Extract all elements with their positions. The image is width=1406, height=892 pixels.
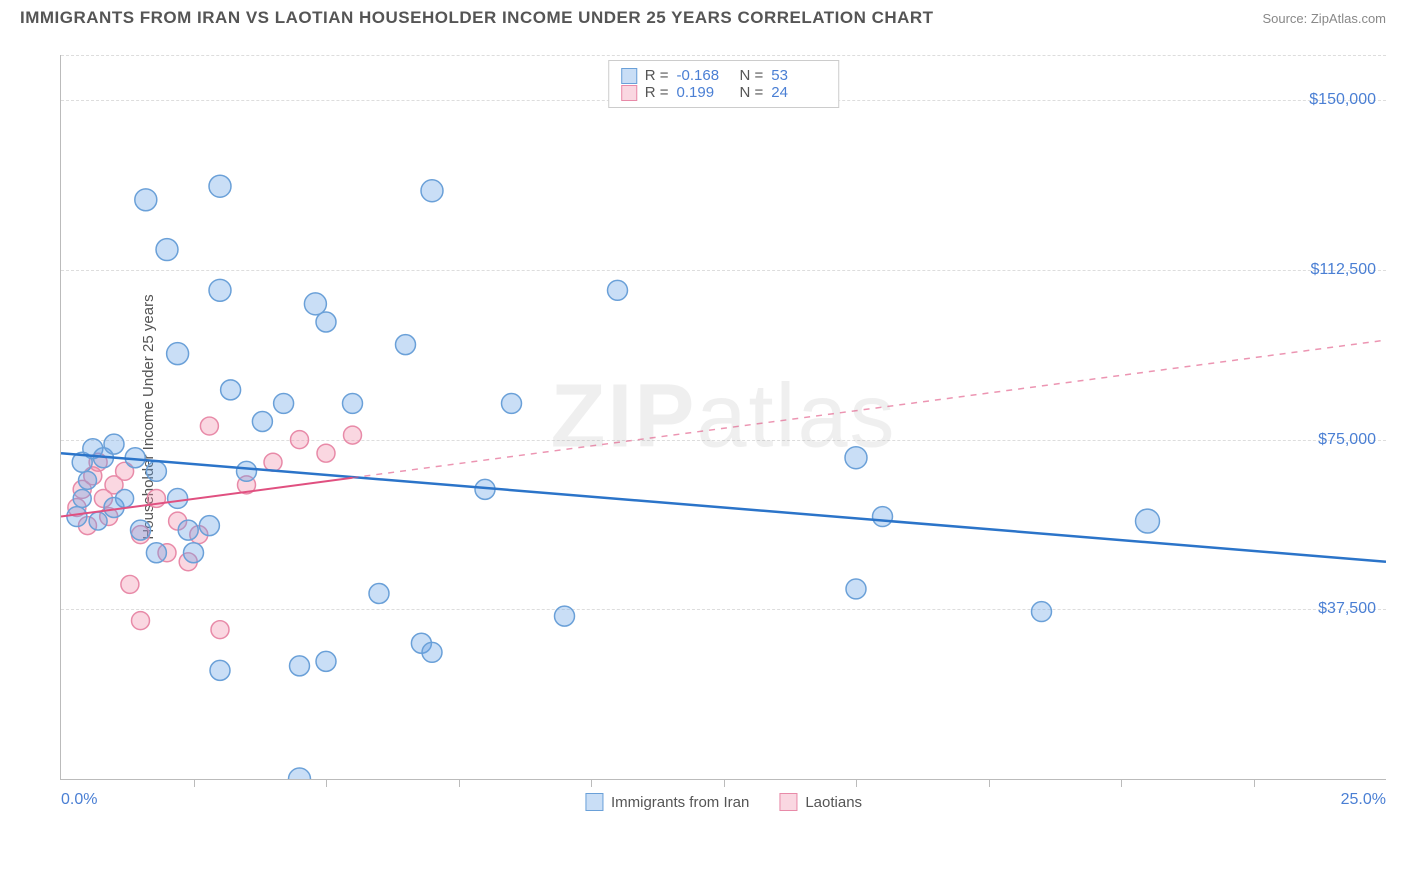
data-point [873, 507, 893, 527]
data-point [156, 239, 178, 261]
x-tick [326, 779, 327, 787]
data-point [132, 612, 150, 630]
x-tick [1254, 779, 1255, 787]
data-point [317, 444, 335, 462]
data-point [237, 461, 257, 481]
data-point [221, 380, 241, 400]
data-point [1136, 509, 1160, 533]
data-point [344, 426, 362, 444]
data-point [421, 180, 443, 202]
data-point [264, 453, 282, 471]
n-value-laotians: 24 [771, 84, 826, 101]
data-point [555, 606, 575, 626]
scatter-plot [61, 55, 1386, 779]
data-point [184, 543, 204, 563]
data-point [168, 488, 188, 508]
data-point [290, 656, 310, 676]
data-point [422, 642, 442, 662]
data-point [178, 520, 198, 540]
data-point [211, 621, 229, 639]
data-point [167, 343, 189, 365]
r-value-laotians: 0.199 [677, 84, 732, 101]
x-tick [724, 779, 725, 787]
data-point [210, 660, 230, 680]
data-point [131, 520, 151, 540]
data-point [289, 768, 311, 779]
data-point [67, 507, 87, 527]
x-tick [459, 779, 460, 787]
data-point [135, 189, 157, 211]
legend-label: Immigrants from Iran [611, 794, 749, 811]
x-tick [989, 779, 990, 787]
data-point [209, 175, 231, 197]
n-label: N = [740, 84, 764, 101]
legend-label: Laotians [805, 794, 862, 811]
stats-box: R = -0.168 N = 53 R = 0.199 N = 24 [608, 60, 840, 108]
stats-row-iran: R = -0.168 N = 53 [621, 67, 827, 84]
chart-container: ZIPatlas Householder Income Under 25 yea… [60, 55, 1386, 815]
data-point [146, 461, 166, 481]
data-point [291, 431, 309, 449]
data-point [104, 434, 124, 454]
source-label: Source: ZipAtlas.com [1262, 11, 1386, 26]
swatch-iran [621, 68, 637, 84]
legend: Immigrants from Iran Laotians [585, 793, 862, 811]
data-point [73, 489, 91, 507]
x-tick [591, 779, 592, 787]
data-point [274, 393, 294, 413]
r-value-iran: -0.168 [677, 67, 732, 84]
x-tick [1121, 779, 1122, 787]
plot-area: ZIPatlas Householder Income Under 25 yea… [60, 55, 1386, 780]
stats-row-laotians: R = 0.199 N = 24 [621, 84, 827, 101]
data-point [146, 543, 166, 563]
data-point [502, 393, 522, 413]
swatch-iran [585, 793, 603, 811]
data-point [89, 512, 107, 530]
data-point [199, 516, 219, 536]
data-point [369, 583, 389, 603]
n-value-iran: 53 [771, 67, 826, 84]
x-tick [856, 779, 857, 787]
data-point [1032, 602, 1052, 622]
data-point [396, 335, 416, 355]
n-label: N = [740, 67, 764, 84]
data-point [116, 489, 134, 507]
data-point [845, 447, 867, 469]
swatch-laotians [779, 793, 797, 811]
data-point [316, 312, 336, 332]
data-point [121, 575, 139, 593]
r-label: R = [645, 84, 669, 101]
data-point [79, 471, 97, 489]
data-point [209, 279, 231, 301]
trend-line-iran [61, 453, 1386, 562]
data-point [846, 579, 866, 599]
x-min-label: 0.0% [61, 791, 97, 809]
data-point [316, 651, 336, 671]
data-point [608, 280, 628, 300]
data-point [200, 417, 218, 435]
x-tick [194, 779, 195, 787]
data-point [304, 293, 326, 315]
chart-title: IMMIGRANTS FROM IRAN VS LAOTIAN HOUSEHOL… [20, 8, 934, 28]
legend-item-iran: Immigrants from Iran [585, 793, 749, 811]
legend-item-laotians: Laotians [779, 793, 862, 811]
data-point [252, 412, 272, 432]
data-point [343, 393, 363, 413]
r-label: R = [645, 67, 669, 84]
swatch-laotians [621, 85, 637, 101]
x-max-label: 25.0% [1341, 791, 1386, 809]
